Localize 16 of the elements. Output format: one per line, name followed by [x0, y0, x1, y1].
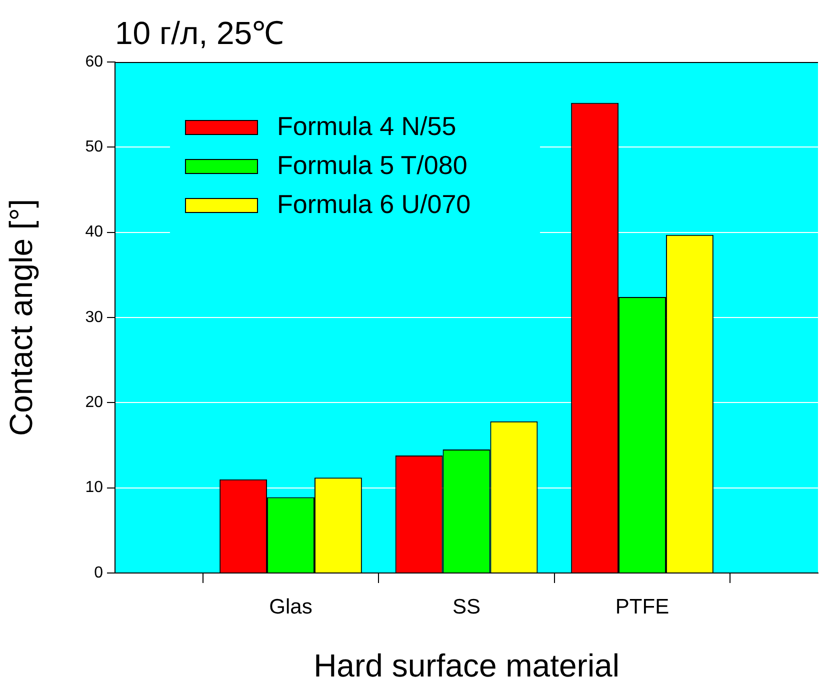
x-tick-label: PTFE [615, 595, 670, 618]
legend-label: Formula 4 N/55 [277, 111, 456, 142]
y-tick-label: 0 [94, 564, 104, 582]
legend-label: Formula 5 T/080 [277, 150, 468, 180]
x-axis-title: Hard surface material [314, 648, 620, 684]
chart-title: 10 г/л, 25℃ [115, 15, 284, 51]
y-tick-label: 40 [85, 224, 104, 241]
x-tick-label: SS [452, 595, 481, 618]
y-tick-label: 20 [85, 394, 104, 412]
x-tick-label: Glas [269, 595, 312, 618]
y-tick-label: 30 [85, 308, 104, 326]
y-tick-label: 50 [85, 138, 104, 156]
y-tick-label: 60 [85, 53, 104, 70]
y-axis-title: Contact angle [°] [3, 199, 40, 436]
legend-label: Formula 6 U/070 [277, 189, 471, 220]
y-tick-label: 10 [85, 479, 104, 496]
